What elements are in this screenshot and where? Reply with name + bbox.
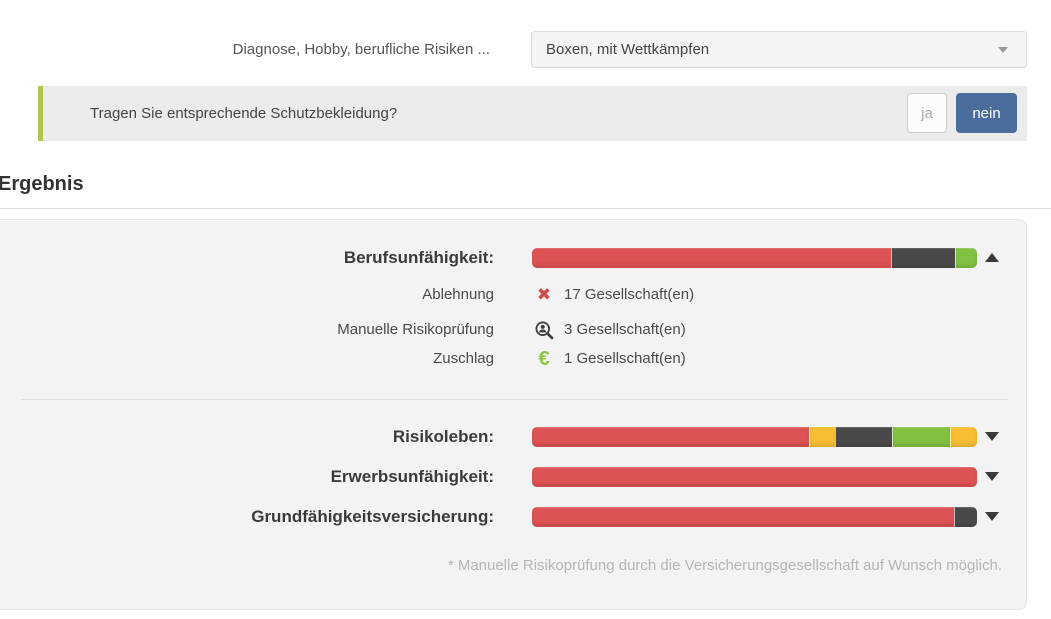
divider bbox=[21, 399, 1008, 400]
product-label-erwerbsunfaehigkeit: Erwerbsunfähigkeit: bbox=[330, 467, 494, 486]
x-icon: ✖ bbox=[536, 285, 552, 304]
detail-value-ablehnung: 17 Gesellschaft(en) bbox=[564, 286, 695, 303]
euro-icon: € bbox=[538, 348, 550, 370]
result-bar-berufsunfaehigkeit[interactable] bbox=[532, 248, 977, 268]
nein-button[interactable]: nein bbox=[956, 93, 1017, 133]
result-bar-risikoleben[interactable] bbox=[532, 427, 977, 447]
risk-select[interactable]: Boxen, mit Wettkämpfen bbox=[531, 31, 1027, 68]
results-heading: Ergebnis bbox=[0, 173, 84, 195]
expand-arrow-grundfaehigkeitsversicherung[interactable] bbox=[985, 512, 999, 521]
question-bar: Tragen Sie entsprechende Schutzbekleidun… bbox=[38, 86, 1027, 141]
product-label-berufsunfaehigkeit: Berufsunfähigkeit: bbox=[343, 248, 494, 267]
detail-label-zuschlag: Zuschlag bbox=[433, 350, 494, 367]
risk-category-label: Diagnose, Hobby, berufliche Risiken ... bbox=[232, 41, 490, 58]
expand-arrow-risikoleben[interactable] bbox=[985, 432, 999, 441]
divider bbox=[0, 208, 1051, 209]
risk-select-value: Boxen, mit Wettkämpfen bbox=[546, 41, 710, 58]
expand-arrow-erwerbsunfaehigkeit[interactable] bbox=[985, 472, 999, 481]
footnote: * Manuelle Risikoprüfung durch die Versi… bbox=[447, 557, 1002, 574]
detail-value-manuelle-risikopruefung: 3 Gesellschaft(en) bbox=[564, 321, 686, 338]
results-panel: Berufsunfähigkeit: Ablehnung ✖ 17 Gesell… bbox=[0, 219, 1027, 610]
detail-label-ablehnung: Ablehnung bbox=[422, 286, 494, 303]
question-text: Tragen Sie entsprechende Schutzbekleidun… bbox=[90, 105, 398, 122]
ja-button[interactable]: ja bbox=[907, 93, 947, 133]
collapse-arrow-berufsunfaehigkeit[interactable] bbox=[985, 253, 999, 262]
result-bar-erwerbsunfaehigkeit[interactable] bbox=[532, 467, 977, 487]
chevron-down-icon bbox=[998, 47, 1008, 53]
detail-value-zuschlag: 1 Gesellschaft(en) bbox=[564, 350, 686, 367]
result-bar-grundfaehigkeitsversicherung[interactable] bbox=[532, 507, 977, 527]
user-search-icon bbox=[532, 318, 556, 342]
product-label-grundfaehigkeitsversicherung: Grundfähigkeitsversicherung: bbox=[251, 507, 494, 526]
detail-label-manuelle-risikopruefung: Manuelle Risikoprüfung bbox=[337, 321, 494, 338]
product-label-risikoleben: Risikoleben: bbox=[392, 427, 494, 446]
